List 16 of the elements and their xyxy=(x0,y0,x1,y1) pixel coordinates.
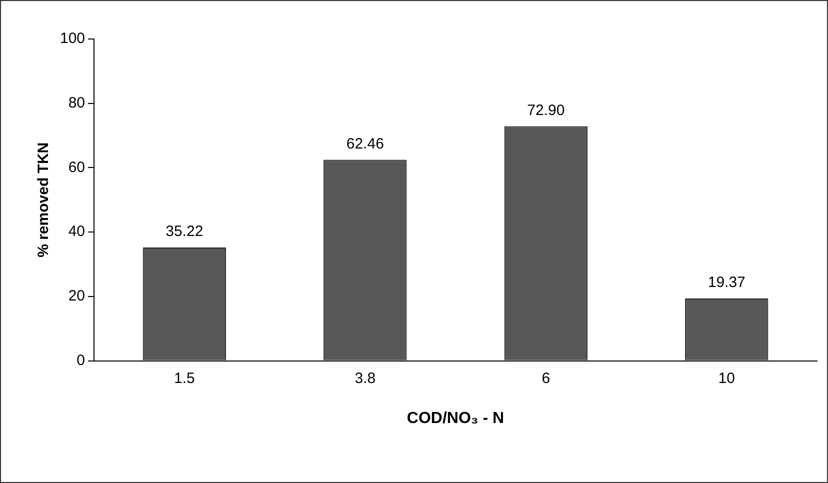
x-tick-label: 1.5 xyxy=(174,370,195,387)
data-label: 35.22 xyxy=(166,223,204,240)
x-tick-label: 10 xyxy=(718,370,735,387)
y-axis-title: % removed TKN xyxy=(35,142,52,258)
y-tick-label: 80 xyxy=(68,94,86,112)
x-tick-label: 6 xyxy=(542,370,550,387)
y-tick-label: 0 xyxy=(76,352,86,369)
y-tick-label: 100 xyxy=(60,30,86,48)
x-axis-title: COD/NO₃ - N xyxy=(406,410,504,427)
data-label: 62.46 xyxy=(346,135,384,152)
y-tick-label: 20 xyxy=(68,288,86,305)
y-tick-label: 60 xyxy=(68,158,86,176)
y-tick-label: 40 xyxy=(68,223,86,240)
data-label: 19.37 xyxy=(708,274,746,292)
data-label: 72.90 xyxy=(527,102,565,119)
x-tick-label: 3.8 xyxy=(354,370,376,387)
